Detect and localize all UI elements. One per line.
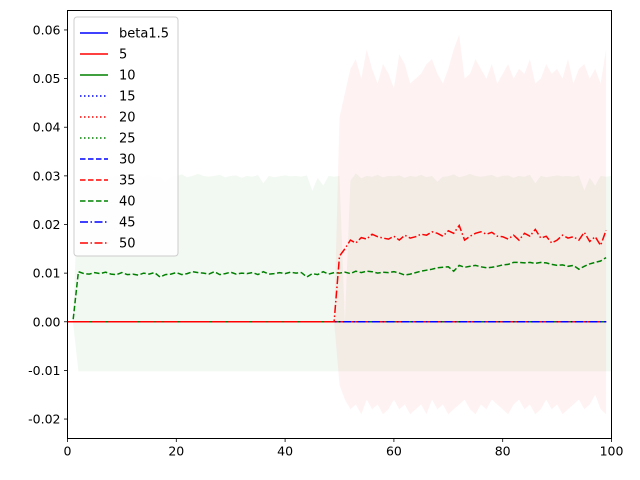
- legend-label: 30: [119, 153, 136, 168]
- x-tick-label: 20: [168, 444, 184, 459]
- y-tick-label: 0.02: [33, 217, 61, 232]
- y-tick-label: 0.06: [33, 22, 61, 37]
- legend-label: beta1.5: [119, 27, 169, 42]
- legend: beta1.5 5 10 15 20 25 30 35 40 45 50: [73, 16, 179, 257]
- x-tick-label: 100: [600, 444, 624, 459]
- series-lines: [67, 223, 607, 323]
- y-tick-label: 0.00: [33, 314, 61, 329]
- x-tick-label: 60: [386, 444, 402, 459]
- band-red: [334, 34, 607, 415]
- legend-label: 40: [119, 195, 136, 210]
- x-tick-label: 40: [277, 444, 293, 459]
- series-line-50: [67, 223, 607, 323]
- legend-label: 20: [119, 111, 136, 126]
- y-tick-label: 0.05: [33, 71, 61, 86]
- legend-label: 45: [119, 216, 136, 231]
- legend-label: 15: [119, 90, 136, 105]
- y-tick-label: 0.04: [33, 120, 61, 135]
- y-tick-label: -0.02: [28, 412, 60, 427]
- legend-box: [73, 16, 179, 257]
- y-tick-label: 0.01: [33, 266, 61, 281]
- x-axis: 0 20 40 60 80 100: [64, 438, 624, 459]
- y-tick-label: 0.03: [33, 168, 61, 183]
- legend-label: 25: [119, 132, 136, 147]
- x-tick-label: 80: [495, 444, 511, 459]
- legend-label: 35: [119, 174, 136, 189]
- series-line-40: [67, 256, 607, 323]
- y-axis: -0.02 -0.01 0.00 0.01 0.02 0.03 0.04 0.05 0.06: [28, 22, 68, 427]
- legend-label: 5: [119, 48, 127, 63]
- legend-label: 10: [119, 69, 136, 84]
- x-tick-label: 0: [64, 444, 72, 459]
- legend-label: 50: [119, 237, 136, 252]
- y-tick-label: -0.01: [28, 363, 60, 378]
